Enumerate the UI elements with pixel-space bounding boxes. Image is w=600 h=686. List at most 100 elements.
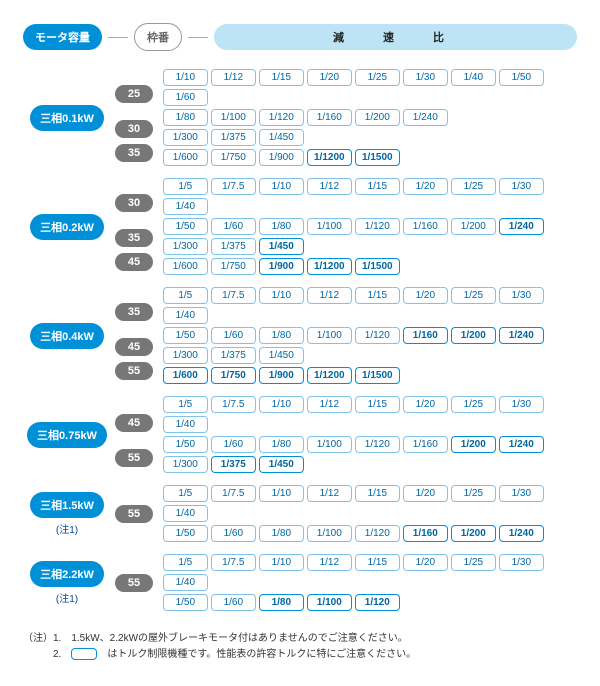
ratio: 1/30 [499,287,544,304]
frame-pill: 45 [115,253,153,271]
ratio: 1/600 [163,367,208,384]
rows: 1/51/7.51/101/121/151/201/251/301/401/50… [163,178,577,275]
rows: 1/51/7.51/101/121/151/201/251/301/401/50… [163,396,577,473]
group: 三相0.4kW3545551/51/7.51/101/121/151/201/2… [23,287,577,384]
ratio: 1/5 [163,485,208,502]
ratio-row: 1/501/601/801/1001/1201/1601/2001/240 [163,218,577,235]
ratio: 1/5 [163,178,208,195]
frame-pill: 55 [115,505,153,523]
ratio: 1/15 [355,178,400,195]
ratio: 1/10 [259,485,304,502]
ratio: 1/80 [259,436,304,453]
motor-pill: 三相0.1kW [30,105,104,131]
foot-2: 2. はトルク制限機種です。性能表の許容トルクに特にご注意ください。 [23,647,577,663]
ratio: 1/40 [163,505,208,522]
ratio: 1/60 [211,436,256,453]
header-frame: 枠番 [134,23,182,51]
ratio: 1/160 [403,525,448,542]
ratio: 1/160 [307,109,352,126]
ratio-row: 1/6001/7501/9001/12001/1500 [163,367,577,384]
ratio: 1/200 [355,109,400,126]
ratio-row: 1/3001/3751/450 [163,238,577,255]
frame-pill: 45 [115,414,153,432]
ratio: 1/25 [451,287,496,304]
ratio: 1/40 [163,416,208,433]
ratio: 1/120 [355,436,400,453]
ratio: 1/15 [355,287,400,304]
ratio: 1/1500 [355,367,400,384]
ratio-row: 1/3001/3751/450 [163,347,577,364]
ratio: 1/15 [355,554,400,571]
ratio: 1/12 [211,69,256,86]
ratio-row: 1/501/601/801/1001/1201/1601/2001/240 [163,525,577,542]
ratio: 1/50 [163,436,208,453]
ratio: 1/100 [211,109,256,126]
ratio: 1/375 [211,129,256,146]
ratio: 1/375 [211,347,256,364]
ratio: 1/10 [259,287,304,304]
ratio: 1/900 [259,258,304,275]
ratio: 1/80 [259,327,304,344]
ratio: 1/25 [451,554,496,571]
ratio-row: 1/3001/3751/450 [163,129,577,146]
frame-pill: 55 [115,574,153,592]
note: (注1) [56,590,78,605]
ratio: 1/375 [211,238,256,255]
group: 三相0.75kW45551/51/7.51/101/121/151/201/25… [23,396,577,473]
ratio: 1/50 [163,218,208,235]
header-motor: モータ容量 [23,24,102,50]
ratio: 1/20 [403,287,448,304]
frame-pill: 45 [115,338,153,356]
ratio: 1/240 [403,109,448,126]
ratio: 1/80 [259,525,304,542]
ratio: 1/750 [211,149,256,166]
ratio: 1/750 [211,258,256,275]
ratio: 1/1200 [307,149,352,166]
ratio: 1/30 [499,396,544,413]
ratio: 1/160 [403,327,448,344]
ratio-row: 1/801/1001/1201/1601/2001/240 [163,109,577,126]
ratio: 1/5 [163,554,208,571]
ratio: 1/20 [403,178,448,195]
ratio: 1/15 [355,396,400,413]
ratio: 1/5 [163,396,208,413]
ratio: 1/40 [163,574,208,591]
ratio-row: 1/501/601/801/1001/1201/1601/2001/240 [163,436,577,453]
footer: （注）1. 1.5kW、2.2kWの屋外ブレーキモータ付はありませんのでご注意く… [23,631,577,663]
ratio: 1/160 [403,436,448,453]
ratio-row: 1/51/7.51/101/121/151/201/251/301/40 [163,396,577,433]
ratio: 1/7.5 [211,178,256,195]
motor-pill: 三相0.2kW [30,214,104,240]
ratio: 1/120 [355,525,400,542]
ratio: 1/7.5 [211,396,256,413]
ratio: 1/100 [307,218,352,235]
ratio: 1/25 [451,485,496,502]
ratio: 1/375 [211,456,256,473]
ratio: 1/12 [307,554,352,571]
ratio: 1/200 [451,218,496,235]
header-band: 減 速 比 [214,24,577,50]
group: 三相0.2kW3035451/51/7.51/101/121/151/201/2… [23,178,577,275]
ratio: 1/120 [259,109,304,126]
ratio: 1/200 [451,327,496,344]
ratio: 1/40 [163,198,208,215]
ratio: 1/100 [307,327,352,344]
ratio: 1/12 [307,178,352,195]
legend-box [71,648,97,660]
frame-pill: 30 [115,120,153,138]
ratio: 1/300 [163,347,208,364]
ratio: 1/12 [307,396,352,413]
ratio: 1/50 [163,327,208,344]
ratio: 1/60 [211,218,256,235]
frame-pill: 35 [115,303,153,321]
ratio: 1/600 [163,258,208,275]
ratio: 1/10 [259,178,304,195]
group: 三相2.2kW(注1)551/51/7.51/101/121/151/201/2… [23,554,577,611]
ratio: 1/300 [163,129,208,146]
ratio: 1/12 [307,287,352,304]
ratio: 1/15 [259,69,304,86]
ratio: 1/200 [451,525,496,542]
ratio: 1/450 [259,347,304,364]
ratio: 1/240 [499,436,544,453]
frame-pill: 25 [115,85,153,103]
